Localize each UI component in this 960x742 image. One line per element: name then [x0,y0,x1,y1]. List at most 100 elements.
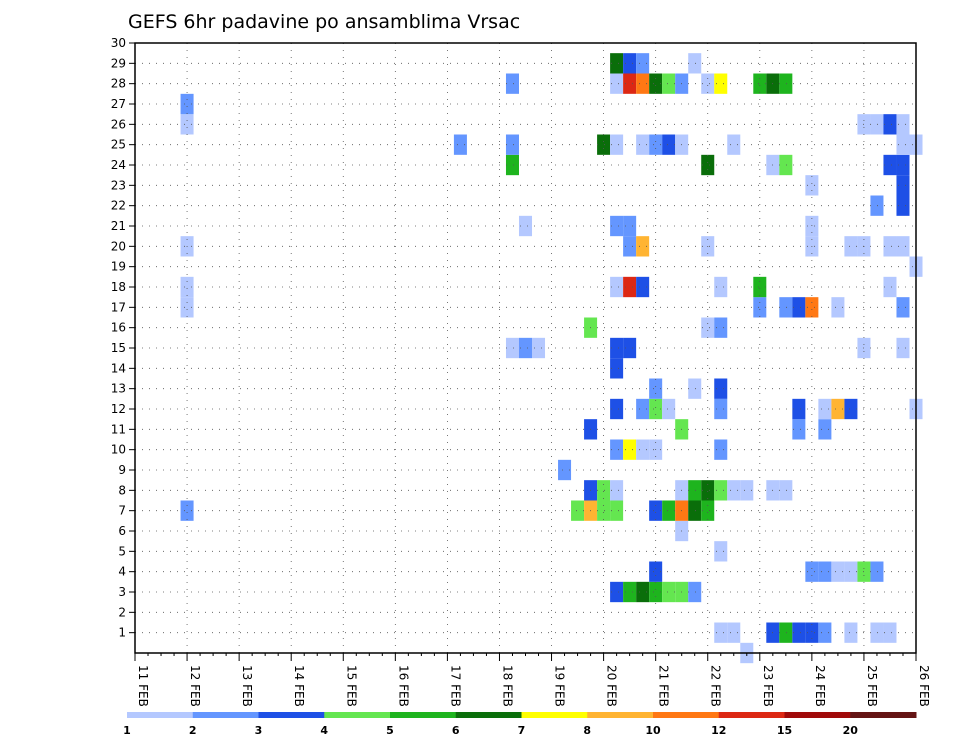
y-tick-label: 15 [111,341,126,355]
y-tick-label: 1 [118,626,126,640]
heatmap-cell [649,561,663,582]
x-tick-label: 17 FEB [448,665,462,707]
x-tick-label: 18 FEB [500,665,514,707]
heatmap-cell [610,215,624,237]
heatmap-cell [701,480,715,501]
x-tick-label: 22 FEB [709,665,723,707]
heatmap-cell [701,317,715,338]
heatmap-cell [505,73,519,94]
heatmap-cell [818,561,832,582]
y-tick-label: 29 [111,56,126,70]
heatmap-cell [662,500,676,521]
heatmap-cell [649,134,663,155]
heatmap-cell [805,561,819,582]
x-tick-label: 19 FEB [553,665,567,707]
heatmap-cell [610,439,624,460]
heatmap-cell [662,398,676,420]
x-tick-label: 15 FEB [344,665,358,707]
heatmap-cell [649,73,663,94]
heatmap-cell [180,297,194,318]
y-axis: 1234567891011121314151617181920212223242… [111,36,135,640]
heatmap-cell [714,398,728,420]
heatmap-cell [180,500,194,521]
heatmap-cell [610,480,624,501]
heatmap-cell [649,581,663,603]
y-tick-label: 28 [111,77,126,91]
heatmap-cell [662,134,676,155]
heatmap-cell [701,500,715,521]
y-tick-label: 13 [111,382,126,396]
heatmap-cell [779,154,793,176]
y-tick-label: 25 [111,138,126,152]
legend-label: 3 [255,724,263,737]
heatmap-cell [753,73,767,94]
heatmap-cell [623,53,637,74]
heatmap-cell [636,53,650,74]
heatmap-cell [883,276,897,298]
x-axis: 11 FEB 12 FEB 13 FEB 14 FEB 15 FEB 16 FEB 17 F… [134,653,931,707]
x-tick-label: 12 FEB [188,665,202,707]
legend-swatch [258,712,325,718]
y-tick-label: 9 [118,463,126,477]
legend-label: 7 [518,724,526,737]
heatmap-cell [870,114,884,135]
legend-label: 2 [189,724,197,737]
heatmap-cell [649,378,663,399]
y-tick-label: 21 [111,219,126,233]
heatmap-cell [792,398,806,420]
heatmap-cell [714,317,728,338]
heatmap-cell [662,73,676,94]
y-tick-label: 17 [111,300,126,314]
heatmap-cell [505,154,519,176]
heatmap-cell [896,337,910,359]
y-tick-label: 26 [111,117,126,131]
heatmap-cell [714,276,728,298]
heatmap-cell [610,134,624,155]
heatmap-cell [180,93,194,115]
x-tick-label: 14 FEB [292,665,306,707]
heatmap-cell [844,561,858,582]
legend-swatch [587,712,654,718]
heatmap-cell [688,500,702,521]
y-tick-label: 23 [111,178,126,192]
y-tick-label: 14 [111,361,126,375]
heatmap-cell [532,337,546,359]
heatmap-cell [844,398,858,420]
cells-layer [180,53,923,664]
heatmap-cell [727,622,741,643]
heatmap-cell [896,114,910,135]
x-tick-label: 11 FEB [136,665,150,707]
legend-swatch [521,712,588,718]
legend-swatch [390,712,457,718]
heatmap-cell [779,73,793,94]
legend-label: 1 [123,724,131,737]
heatmap-cell [818,622,832,643]
legend-label: 15 [777,724,792,737]
heatmap-cell [610,581,624,603]
heatmap-cell [649,500,663,521]
x-tick-label: 26 FEB [917,665,931,707]
heatmap-cell [883,622,897,643]
y-tick-label: 27 [111,97,126,111]
heatmap-cell [688,378,702,399]
heatmap-cell [453,134,467,155]
y-tick-label: 12 [111,402,126,416]
chart-title: GEFS 6hr padavine po ansamblima Vrsac [128,11,520,33]
legend-label: 10 [645,724,661,737]
legend-swatch [850,712,917,718]
heatmap-cell [571,500,585,521]
y-tick-label: 7 [118,504,126,518]
heatmap-cell [779,297,793,318]
heatmap-cell [597,500,611,521]
x-tick-label: 13 FEB [240,665,254,707]
heatmap-cell [649,398,663,420]
x-tick-label: 23 FEB [761,665,775,707]
heatmap-cell [883,154,897,176]
heatmap-cell [636,398,650,420]
legend-label: 20 [843,724,859,737]
heatmap-cell [558,459,572,481]
heatmap-cell [623,215,637,237]
heatmap-cell [714,73,728,94]
y-tick-label: 8 [118,483,126,497]
